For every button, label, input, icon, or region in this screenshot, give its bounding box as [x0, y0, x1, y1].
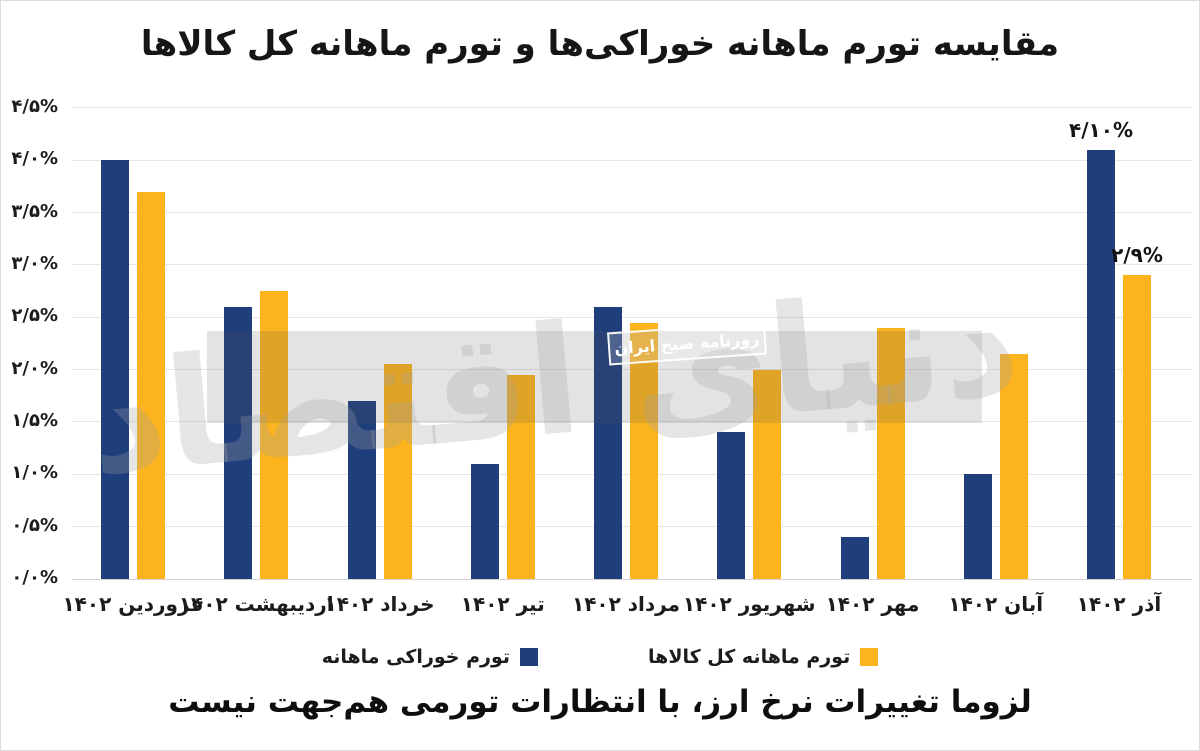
gridline: [72, 212, 1192, 214]
x-tick-label: آذر ۱۴۰۲: [1076, 592, 1162, 616]
chart-title: مقایسه تورم ماهانه خوراکی‌ها و تورم ماها…: [140, 24, 1060, 64]
bar-goods-inflation: [999, 354, 1028, 579]
bar-goods-inflation: [753, 370, 782, 579]
x-tick-label: فروردین ۱۴۰۲: [62, 592, 204, 616]
bar-goods-inflation: [506, 375, 535, 579]
bar-food-inflation: [963, 474, 992, 579]
y-tick-label: ۱/۵%: [11, 409, 58, 431]
bar-goods-inflation: [876, 328, 905, 579]
x-tick-label: خرداد ۱۴۰۲: [324, 592, 435, 616]
legend-label-goods-inflation: تورم ماهانه کل کالاها: [648, 646, 851, 668]
y-tick-label: ۴/۵%: [11, 95, 58, 117]
bar-goods-inflation: [630, 323, 658, 579]
x-tick-label: تیر ۱۴۰۲: [460, 592, 545, 616]
gridline: [72, 264, 1192, 266]
bar-food-inflation: [101, 160, 129, 579]
watermark-band: [207, 331, 982, 423]
legend-swatch-food-blue: [520, 648, 539, 666]
y-tick-label: ۲/۵%: [11, 305, 58, 327]
gridline: [72, 316, 1192, 318]
bar-goods-inflation: [260, 291, 289, 579]
chart-headline-caption: لزوما تغییرات نرخ ارز، با انتظارات تورمی…: [168, 684, 1032, 720]
y-tick-label: ۳/۰%: [11, 252, 58, 274]
x-tick-label: شهریور ۱۴۰۲: [682, 592, 816, 616]
x-axis-line: [72, 578, 1192, 580]
bar-food-inflation: [594, 307, 622, 579]
bar-goods-inflation: [137, 192, 165, 579]
x-tick-label: مرداد ۱۴۰۲: [572, 592, 680, 616]
bar-value-label: ۲/۹%: [1111, 243, 1163, 268]
y-tick-label: ۴/۰%: [11, 148, 58, 170]
y-tick-label: ۰/۰%: [11, 567, 58, 588]
gridline: [72, 159, 1192, 161]
x-tick-label: مهر ۱۴۰۲: [825, 592, 920, 616]
y-tick-label: ۲/۰%: [11, 357, 58, 379]
x-tick-label: آبان ۱۴۰۲: [948, 592, 1044, 616]
y-tick-label: ۱/۰%: [11, 462, 58, 484]
bar-goods-inflation: [1123, 275, 1151, 579]
bar-goods-inflation: [383, 364, 412, 579]
bar-food-inflation: [224, 307, 253, 579]
chart-legend: تورم خوراکی ماهانه تورم ماهانه کل کالاها: [0, 646, 1200, 668]
x-tick-label: اردیبهشت ۱۴۰۲: [178, 592, 334, 616]
bar-food-inflation: [470, 464, 499, 579]
bar-food-inflation: [347, 401, 376, 579]
y-tick-label: ۳/۵%: [11, 200, 58, 222]
gridline: [72, 107, 1192, 109]
bar-food-inflation: [1087, 150, 1115, 579]
bar-value-label: ۴/۱۰%: [1069, 117, 1133, 142]
legend-swatch-goods-yellow: [860, 648, 879, 666]
legend-label-food-inflation: تورم خوراکی ماهانه: [321, 646, 511, 668]
legend-item-goods-inflation: تورم ماهانه کل کالاها: [648, 646, 879, 668]
bar-food-inflation: [717, 432, 746, 579]
legend-item-food-inflation: تورم خوراکی ماهانه: [321, 646, 539, 668]
y-tick-label: ۰/۵%: [11, 514, 58, 536]
bar-food-inflation: [840, 537, 869, 579]
